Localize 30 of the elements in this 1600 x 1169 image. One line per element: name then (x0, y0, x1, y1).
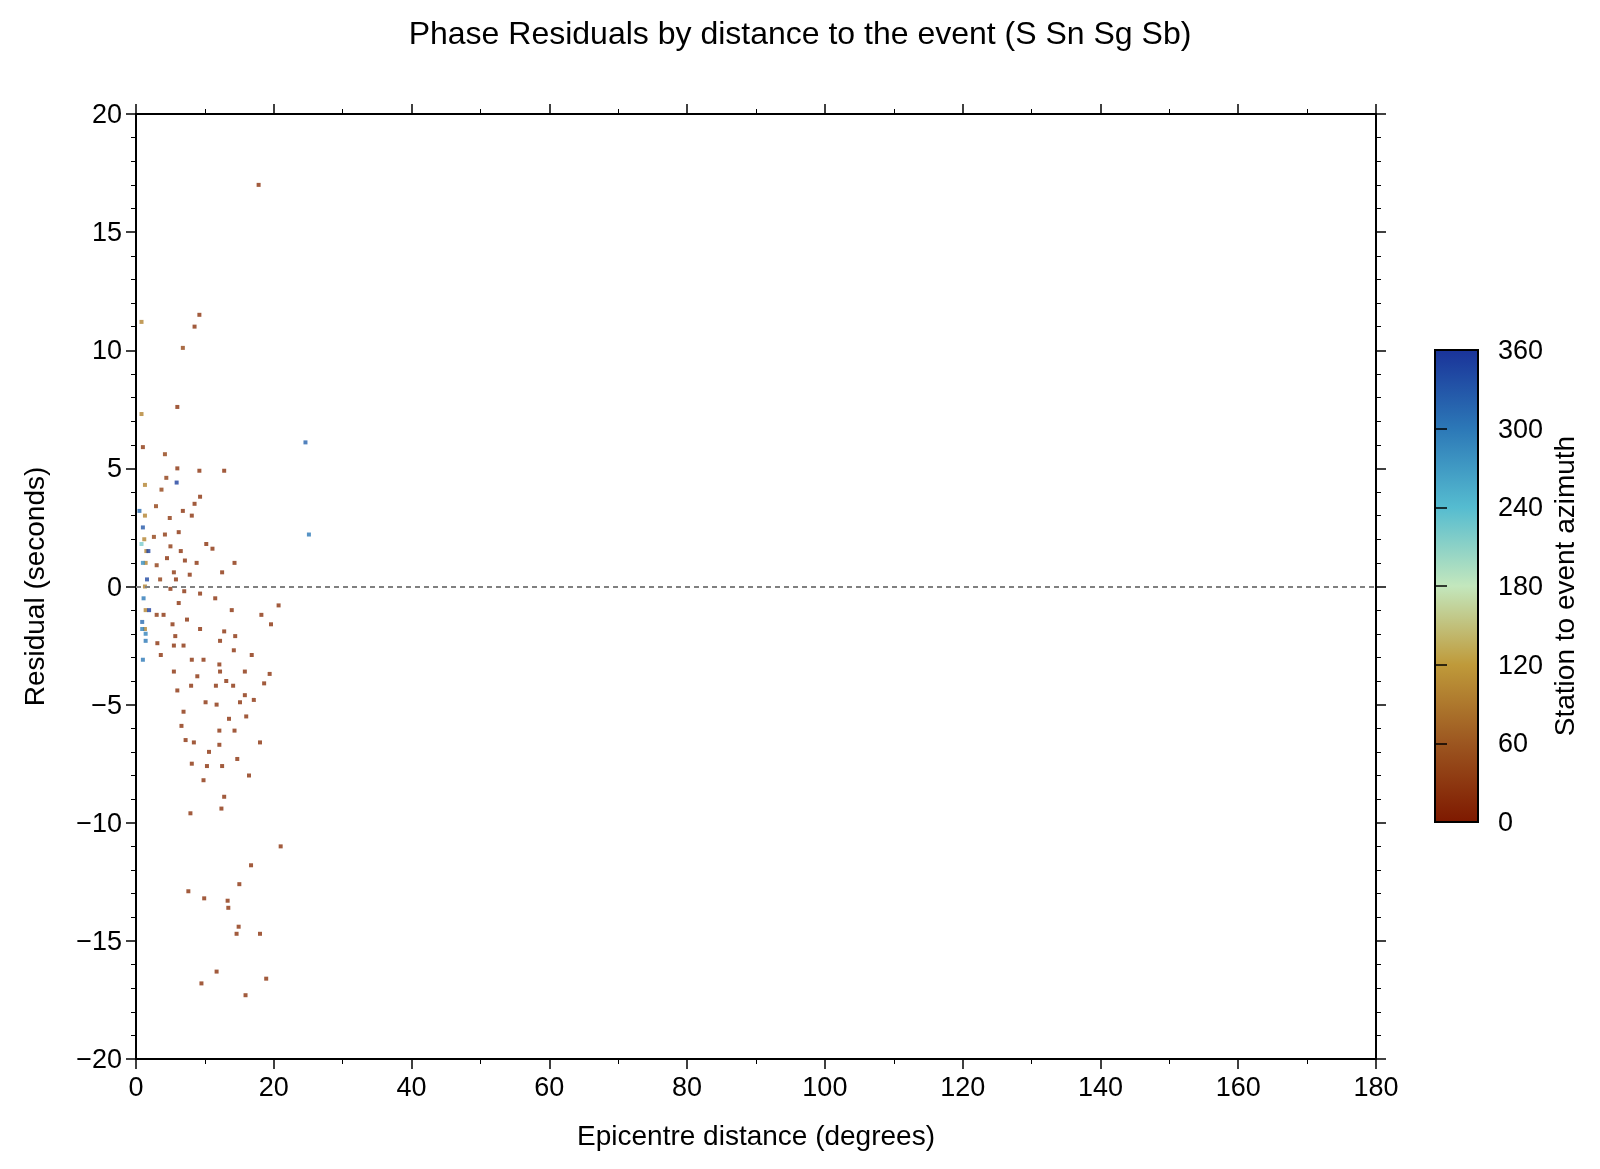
color-bar-label: 360 (1498, 335, 1544, 365)
y-tick-label: 10 (91, 335, 122, 366)
y-tick-label: 20 (91, 99, 122, 129)
color-bar-label: 60 (1498, 728, 1529, 759)
y-tick-label: 5 (106, 453, 122, 484)
y-tick-label: −20 (76, 1044, 122, 1074)
x-tick-label: 160 (1215, 1071, 1261, 1102)
chart-title: Phase Residuals by distance to the event (S Sn Sg Sb) (408, 15, 1192, 51)
x-tick-label: 20 (258, 1071, 289, 1102)
x-tick-label: 120 (940, 1071, 986, 1102)
x-axis-title: Epicentre distance (degrees) (577, 1119, 935, 1151)
color-bar-label: 300 (1498, 413, 1544, 444)
y-tick-label: −15 (76, 925, 122, 956)
x-tick-label: 140 (1077, 1071, 1123, 1102)
x-tick-label: 0 (128, 1071, 144, 1102)
x-tick-label: 40 (396, 1071, 427, 1102)
x-tick-label: 100 (802, 1071, 848, 1102)
y-tick-label: −5 (91, 689, 122, 720)
y-tick-label: 0 (106, 571, 122, 602)
y-axis-title: Residual (seconds) (18, 466, 50, 707)
color-bar-label: 0 (1498, 807, 1514, 837)
y-tick-label: −10 (76, 807, 122, 838)
x-tick-label: 60 (534, 1071, 565, 1102)
x-tick-label: 80 (672, 1071, 703, 1102)
color-bar-label: 240 (1498, 492, 1544, 523)
color-bar-label: 180 (1498, 571, 1544, 601)
color-bar-label: 120 (1498, 649, 1544, 680)
x-tick-label: 180 (1353, 1071, 1399, 1102)
y-tick-label: 15 (91, 217, 122, 248)
color-bar-title: Station to event azimuth (1548, 435, 1580, 737)
